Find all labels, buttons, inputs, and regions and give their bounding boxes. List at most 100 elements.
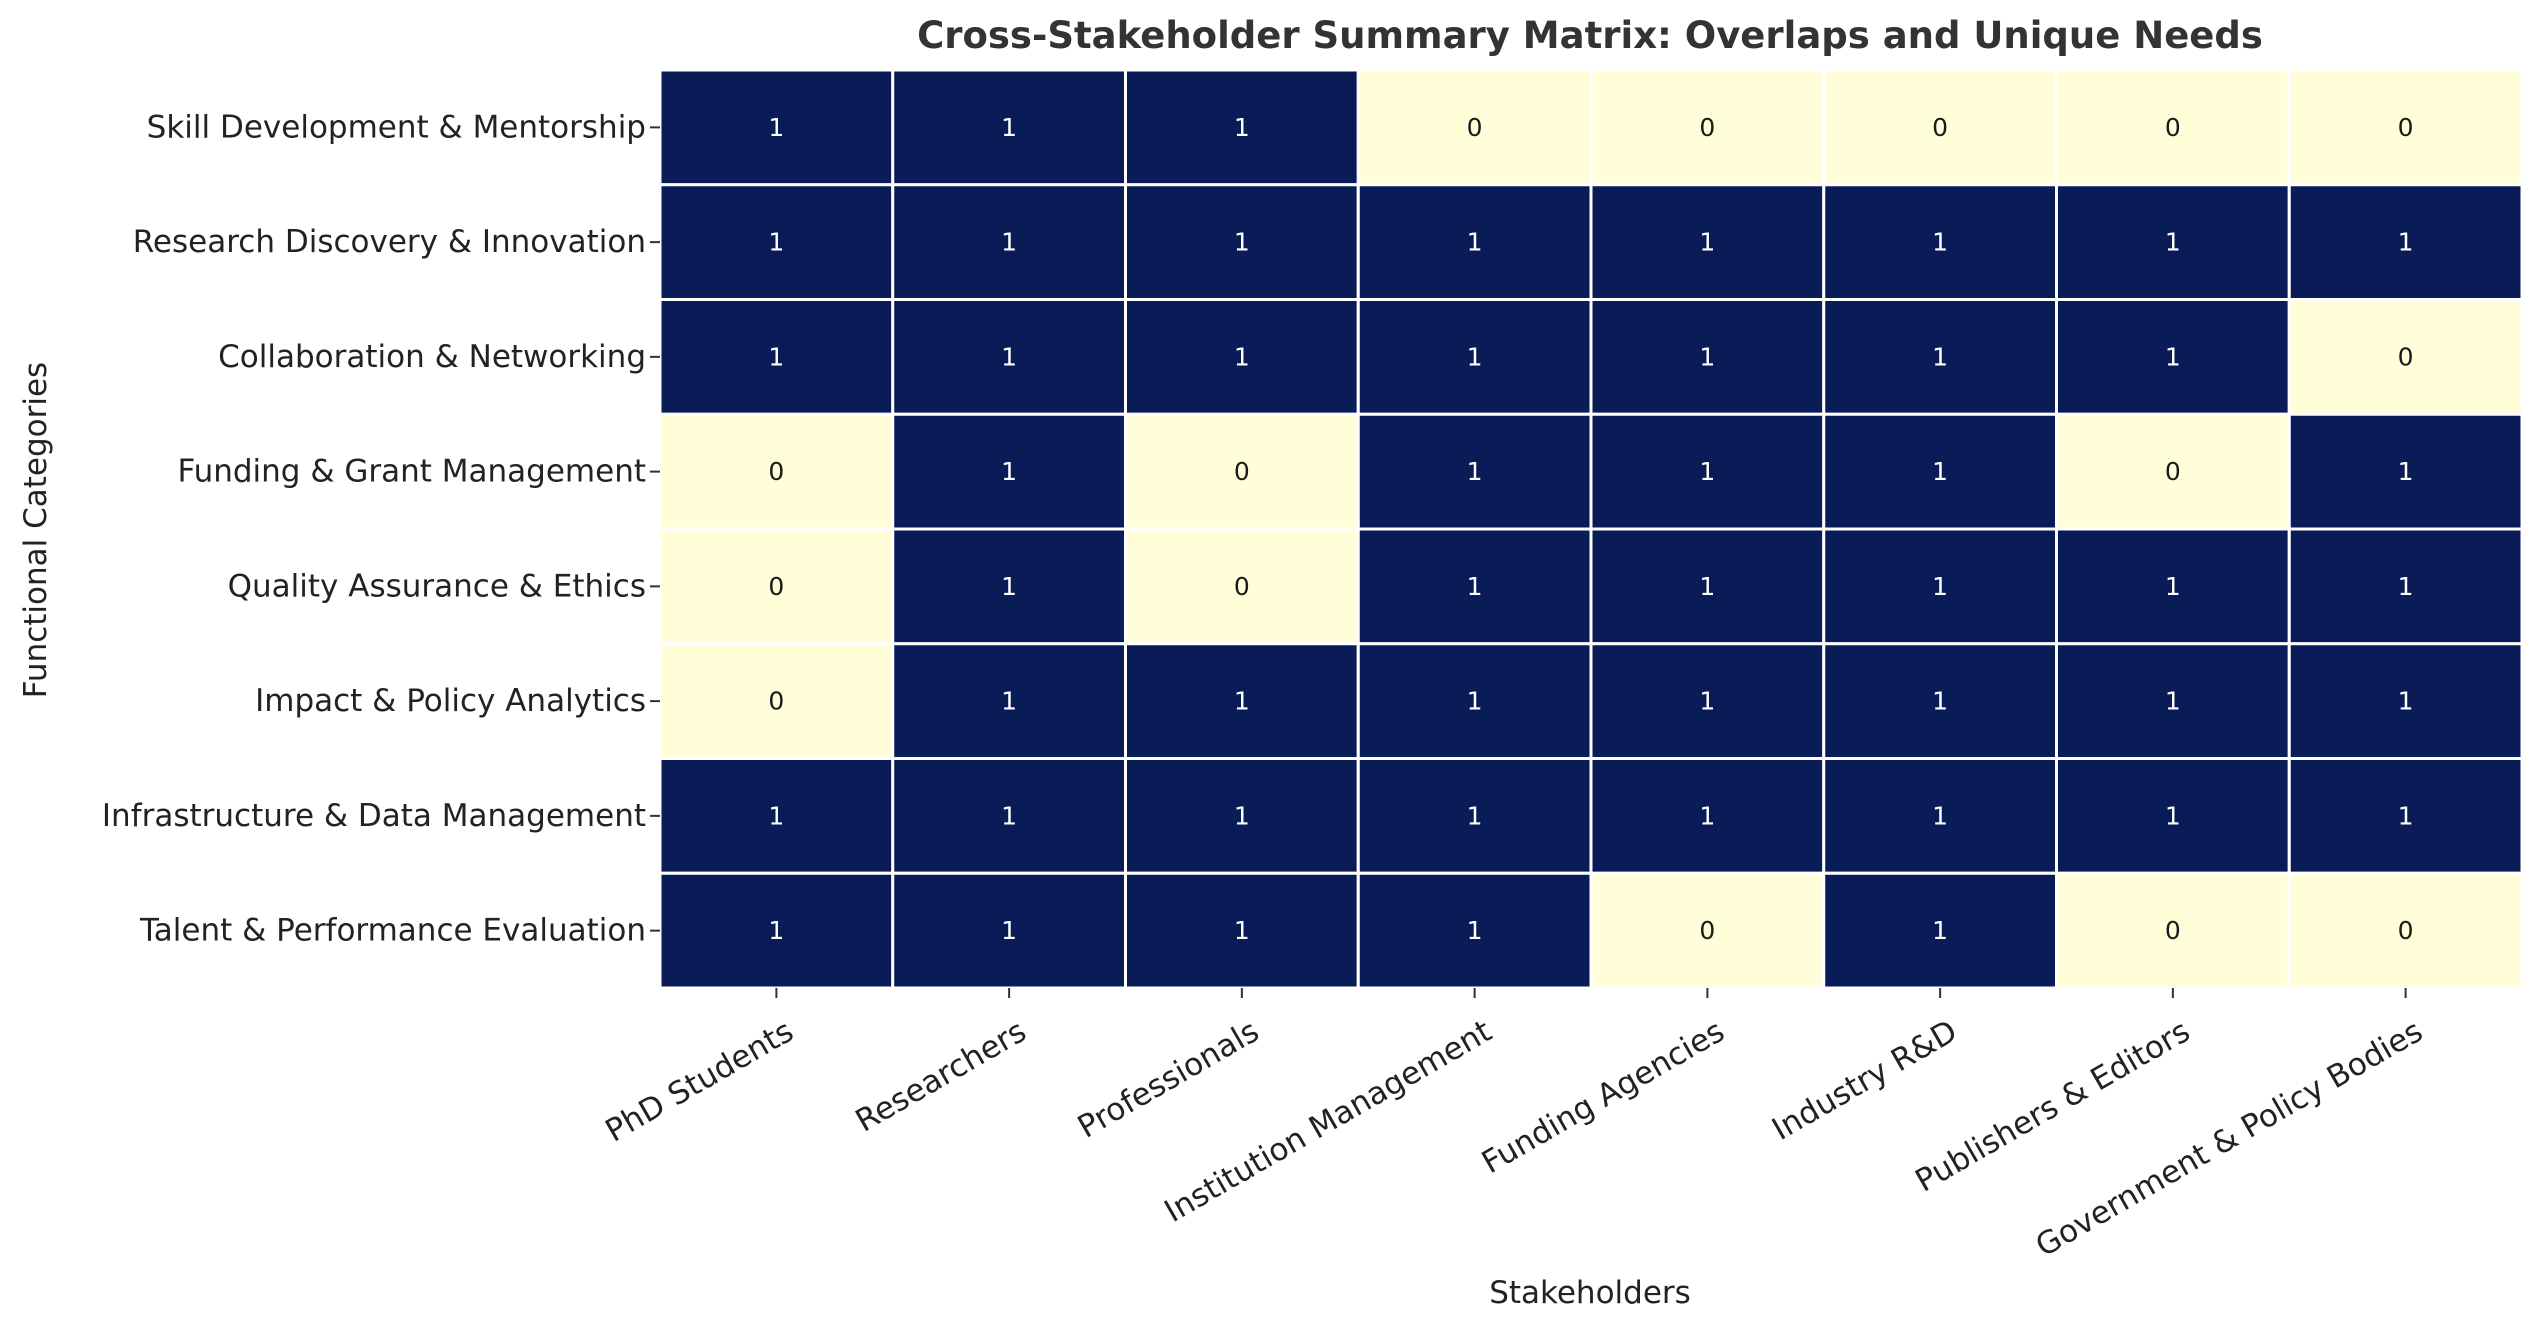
- cell-value-label: 0: [2165, 916, 2181, 945]
- cell-value-label: 0: [2398, 342, 2414, 371]
- y-tick-label-collaboration-and-networking: Collaboration & Networking: [218, 339, 646, 375]
- heatmap-cell: [2287, 527, 2524, 646]
- cell-value-label: 0: [768, 572, 784, 601]
- heatmap-cell: [1589, 412, 1826, 531]
- cell-annotations: 1 1 1 0 0 0 0 0 1 1 1 1 1 1 1 1 1 1 1 1 1 1 1 0 0 1 0 1 1 1 0 1 0 1 0 1 1 1 1 1…: [768, 113, 2413, 945]
- x-axis-label: Stakeholders: [1489, 1275, 1691, 1311]
- heatmap-cell: [1356, 183, 1593, 301]
- heatmap-cell: [658, 68, 895, 187]
- cell-value-label: 1: [1234, 916, 1250, 945]
- cell-value-label: 1: [1234, 687, 1250, 716]
- cell-value-label: 1: [1234, 801, 1250, 830]
- heatmap-cells: [658, 68, 2524, 990]
- heatmap-cell: [1822, 757, 2058, 875]
- x-tick-label-industry-randd: Industry R&D: [1766, 1013, 1963, 1148]
- cell-value-label: 1: [1001, 687, 1017, 716]
- heatmap-cell: [2055, 642, 2291, 760]
- cell-value-label: 1: [1467, 687, 1483, 716]
- heatmap-cell: [2287, 871, 2524, 990]
- heatmap-cell: [1356, 412, 1593, 531]
- y-tick-label-impact-and-policy-analytics: Impact & Policy Analytics: [255, 683, 646, 719]
- heatmap-cell: [1124, 412, 1360, 531]
- cell-value-label: 1: [1467, 801, 1483, 830]
- cell-value-label: 1: [1932, 342, 1948, 371]
- y-tick-label-research-discovery-and-innovation: Research Discovery & Innovation: [133, 224, 646, 260]
- heatmap-cell: [2055, 757, 2291, 875]
- cell-value-label: 1: [2165, 572, 2181, 601]
- heatmap-cell: [1124, 298, 1360, 416]
- heatmap-cell: [2055, 527, 2291, 646]
- heatmap-cell: [1124, 871, 1360, 990]
- cell-value-label: 1: [1001, 572, 1017, 601]
- x-tick-label-government-and-policy-bodies: Government & Policy Bodies: [2030, 1013, 2429, 1264]
- cell-value-label: 1: [2398, 457, 2414, 486]
- cell-value-label: 0: [1699, 916, 1715, 945]
- cell-value-label: 1: [768, 801, 784, 830]
- y-tick-label-funding-and-grant-management: Funding & Grant Management: [177, 454, 646, 490]
- cell-value-label: 0: [2398, 916, 2414, 945]
- cell-value-label: 1: [1467, 342, 1483, 371]
- heatmap-cell: [2287, 642, 2524, 760]
- heatmap-cell: [891, 298, 1127, 416]
- y-axis-ticks: Skill Development & Mentorship Research D…: [102, 109, 660, 949]
- y-tick-label-infrastructure-and-data-management: Infrastructure & Data Management: [102, 798, 646, 834]
- cell-value-label: 1: [1699, 228, 1715, 257]
- heatmap-cell: [891, 183, 1127, 301]
- cell-value-label: 1: [1001, 113, 1017, 142]
- cell-value-label: 1: [768, 342, 784, 371]
- heatmap-cell: [1124, 68, 1360, 187]
- heatmap-cell: [1589, 642, 1826, 760]
- cell-value-label: 0: [1699, 113, 1715, 142]
- cell-value-label: 1: [2398, 228, 2414, 257]
- chart-title: Cross-Stakeholder Summary Matrix: Overla…: [917, 14, 2263, 57]
- cell-value-label: 0: [768, 457, 784, 486]
- x-tick-label-phd-students: PhD Students: [599, 1013, 799, 1149]
- x-axis-ticks: PhD Students Researchers ProfessionalsInst…: [599, 988, 2429, 1264]
- heatmap-cell: [1589, 527, 1826, 646]
- cell-value-label: 1: [1699, 801, 1715, 830]
- heatmap-cell: [1356, 527, 1593, 646]
- cell-value-label: 1: [1467, 916, 1483, 945]
- cell-value-label: 1: [2165, 228, 2181, 257]
- cell-value-label: 1: [1234, 342, 1250, 371]
- cell-value-label: 1: [1932, 572, 1948, 601]
- cell-value-label: 0: [1234, 572, 1250, 601]
- cell-value-label: 0: [2165, 457, 2181, 486]
- cell-value-label: 0: [2165, 113, 2181, 142]
- heatmap-cell: [1822, 298, 2058, 416]
- x-tick-label-professionals: Professionals: [1072, 1013, 1265, 1145]
- heatmap-cell: [2055, 298, 2291, 416]
- cell-value-label: 1: [2398, 572, 2414, 601]
- heatmap-cell: [1356, 298, 1593, 416]
- cell-value-label: 0: [1932, 113, 1948, 142]
- cell-value-label: 1: [2165, 342, 2181, 371]
- cell-value-label: 1: [1932, 801, 1948, 830]
- heatmap-cell: [1822, 642, 2058, 760]
- x-tick-label-funding-agencies: Funding Agencies: [1476, 1013, 1731, 1181]
- cell-value-label: 1: [1467, 572, 1483, 601]
- cell-value-label: 1: [1699, 687, 1715, 716]
- heatmap-cell: [1124, 642, 1360, 760]
- cell-value-label: 1: [1001, 228, 1017, 257]
- heatmap-cell: [2055, 412, 2291, 531]
- heatmap-cell: [658, 412, 895, 531]
- cell-value-label: 1: [768, 916, 784, 945]
- cell-value-label: 1: [2398, 687, 2414, 716]
- heatmap-cell: [1124, 757, 1360, 875]
- cell-value-label: 1: [1932, 228, 1948, 257]
- cell-value-label: 0: [768, 687, 784, 716]
- cell-value-label: 1: [1001, 342, 1017, 371]
- cell-value-label: 1: [2398, 801, 2414, 830]
- cell-value-label: 1: [768, 113, 784, 142]
- cell-value-label: 1: [1001, 801, 1017, 830]
- cell-value-label: 1: [1699, 572, 1715, 601]
- cell-value-label: 1: [1699, 457, 1715, 486]
- y-axis-label: Functional Categories: [18, 362, 54, 698]
- heatmap-cell: [2287, 68, 2524, 187]
- cell-value-label: 1: [2165, 687, 2181, 716]
- heatmap-cell: [891, 642, 1127, 760]
- heatmap-cell: [891, 757, 1127, 875]
- y-tick-label-quality-assurance-and-ethics: Quality Assurance & Ethics: [228, 568, 646, 604]
- cell-value-label: 1: [2165, 801, 2181, 830]
